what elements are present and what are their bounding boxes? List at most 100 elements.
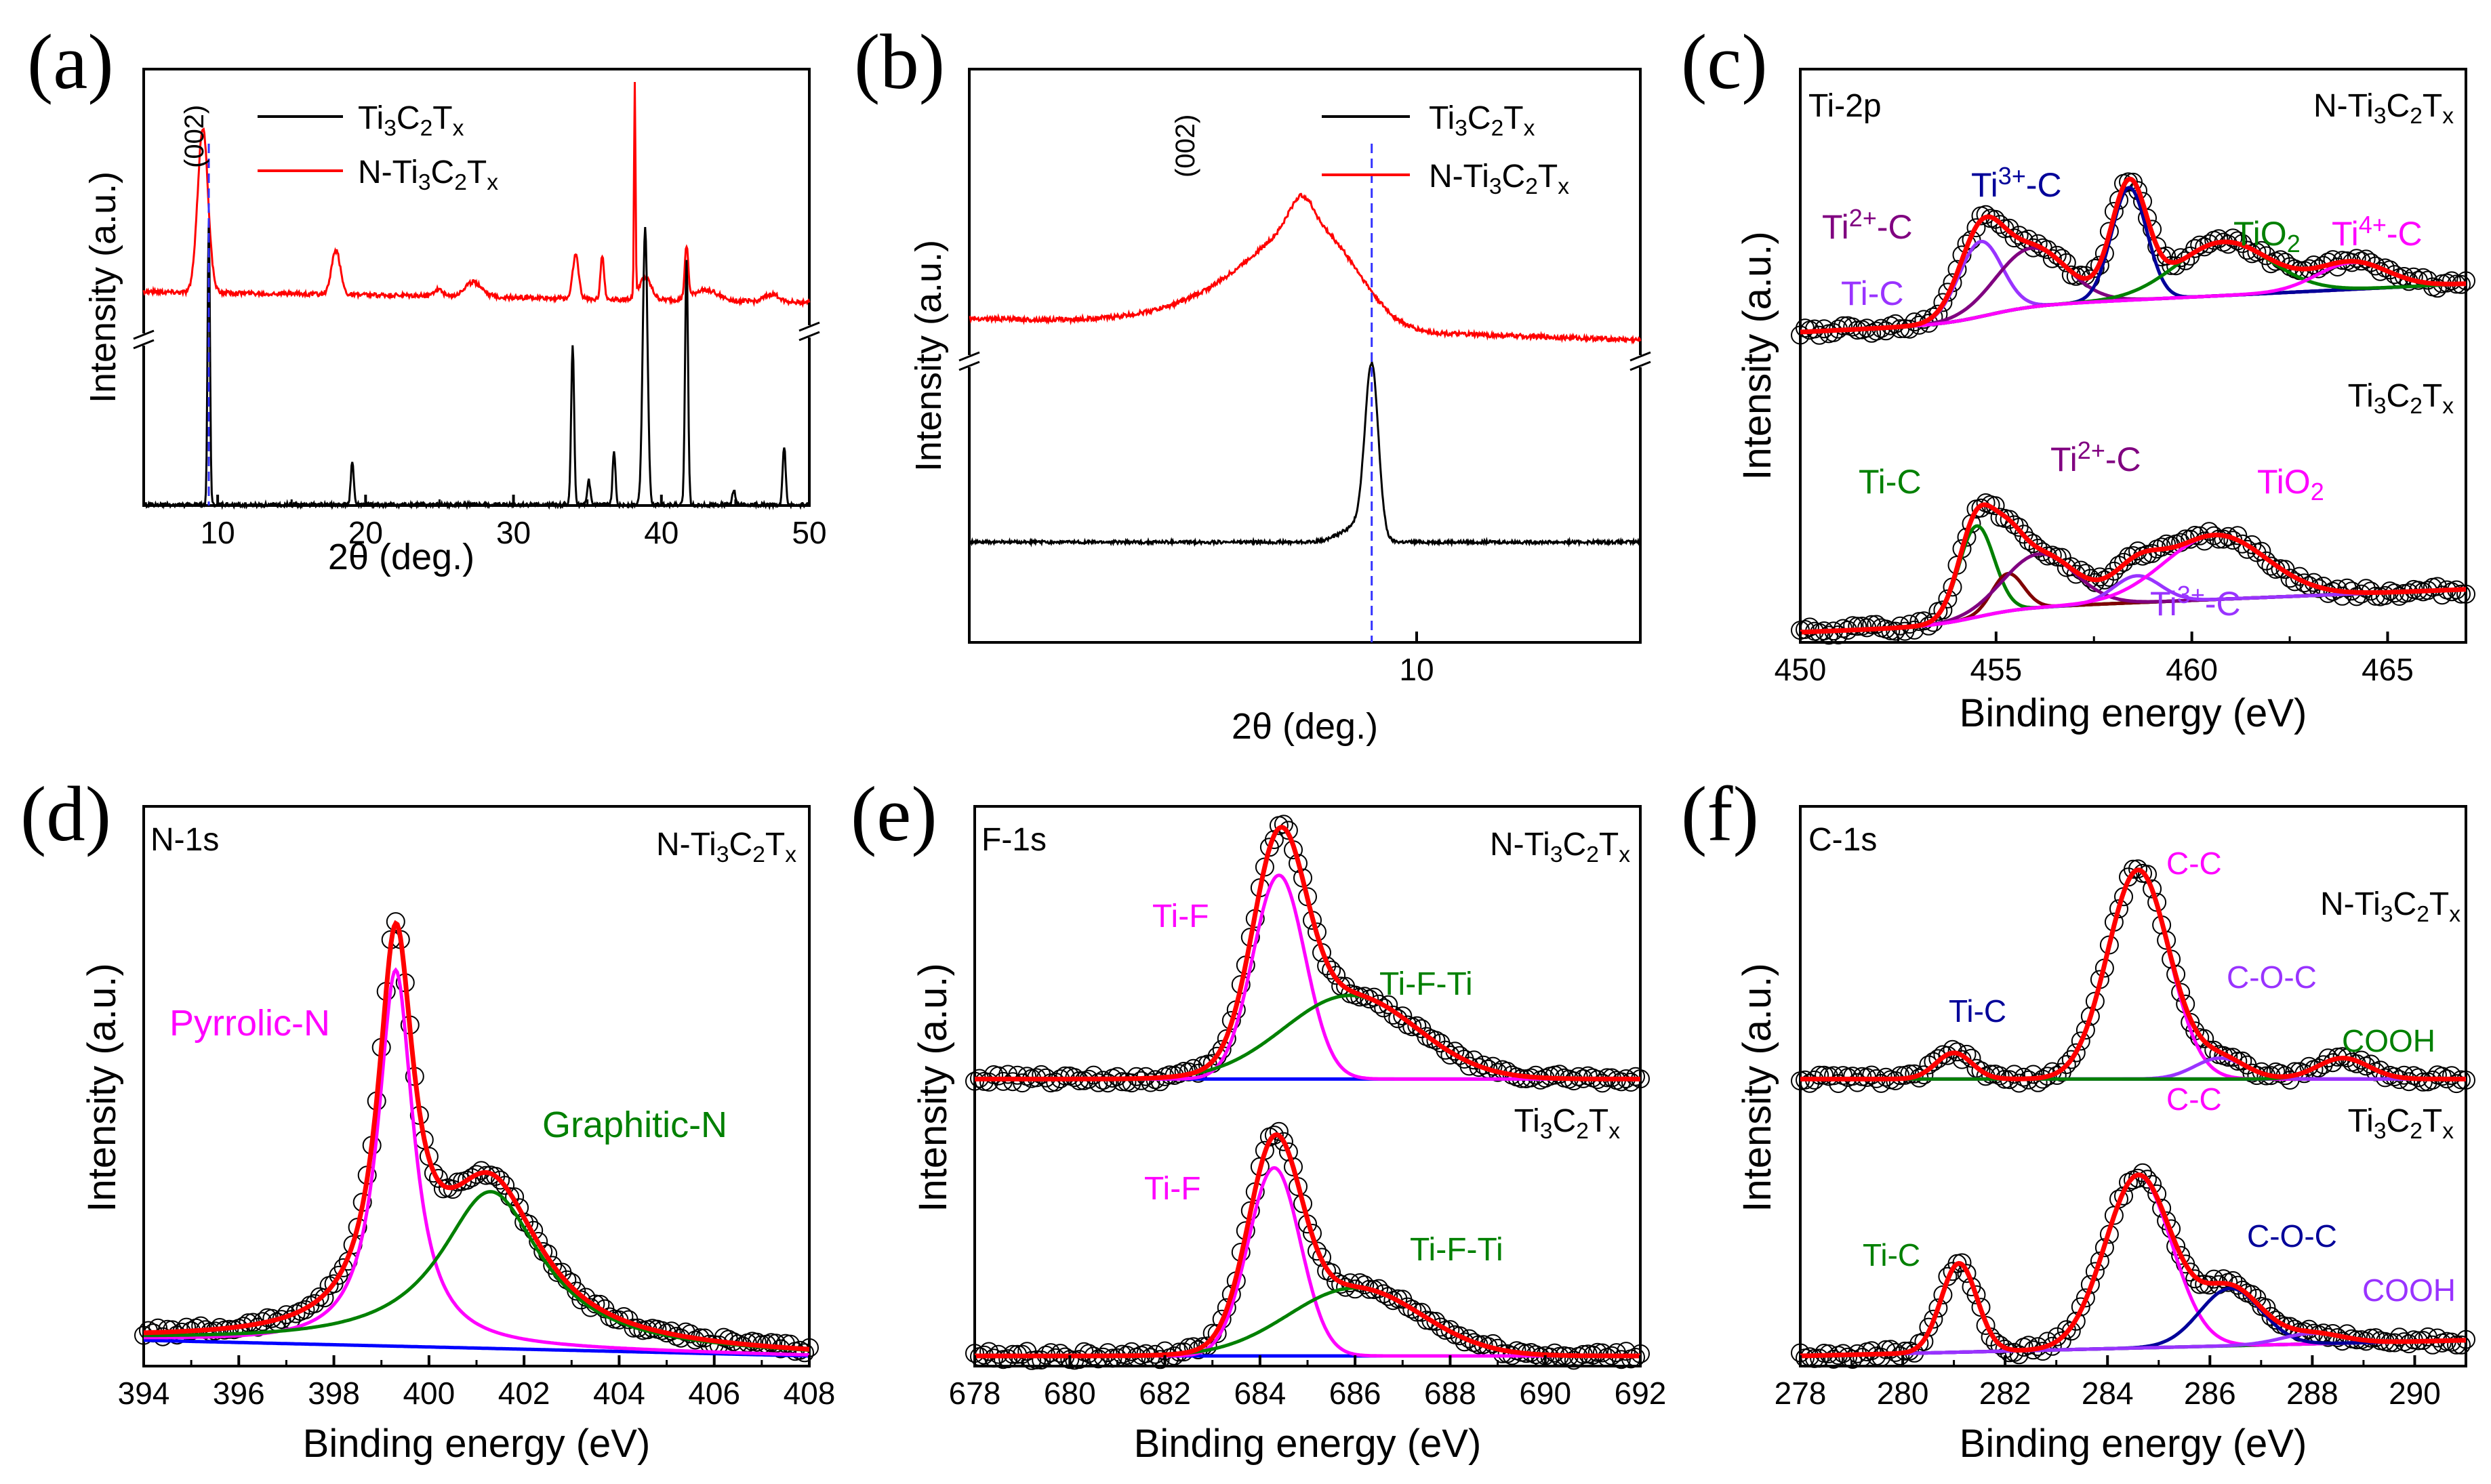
raw-data-point xyxy=(2066,1311,2086,1331)
x-tick-label: 686 xyxy=(1329,1376,1381,1411)
panel-c-comp-label: Ti4+-C xyxy=(2332,211,2423,253)
raw-data-point xyxy=(462,1168,481,1187)
raw-data-point xyxy=(2356,579,2376,598)
x-tick-label: 396 xyxy=(213,1376,265,1411)
panel-d-comp-label: Pyrrolic-N xyxy=(169,1003,330,1044)
raw-data-point xyxy=(766,1334,786,1353)
raw-data-point xyxy=(458,1170,477,1190)
x-tick-label: 30 xyxy=(496,515,531,550)
raw-data-point xyxy=(1834,316,1853,335)
raw-data-point xyxy=(2209,529,2229,549)
x-tick-label: 50 xyxy=(792,515,826,550)
raw-data-point xyxy=(2233,534,2252,554)
raw-data-point xyxy=(2128,859,2147,879)
panel-a-xrd: (a) 10 20 30 40 50 (002) Ti3C2Tx N-Ti3C2Tx 2… xyxy=(27,19,827,577)
raw-data-point xyxy=(1862,615,1882,634)
raw-data-point xyxy=(2075,1021,2095,1040)
x-tick-label: 20 xyxy=(348,515,383,550)
panel-e-label: (e) xyxy=(851,771,937,857)
panel-f-x-ticks: 278 280 282 284 286 288 290 xyxy=(1775,1355,2467,1411)
raw-data-point xyxy=(1141,1073,1160,1092)
raw-data-point xyxy=(1957,1264,1977,1283)
raw-data-point xyxy=(2009,1073,2029,1093)
raw-data-point xyxy=(2019,1336,2038,1355)
raw-data-point xyxy=(2075,1288,2095,1308)
panel-e-x-axis-label: Binding energy (eV) xyxy=(1134,1422,1482,1466)
raw-data-point xyxy=(1976,205,1996,224)
panel-c-label: (c) xyxy=(1681,19,1768,105)
raw-data-point xyxy=(2143,879,2162,899)
raw-data-point xyxy=(1981,1065,2000,1084)
x-tick-label: 10 xyxy=(201,515,235,550)
panel-f-comp-label: Ti-C xyxy=(1863,1237,1920,1273)
raw-data-point xyxy=(2399,1072,2418,1092)
raw-data-point xyxy=(1924,1309,1943,1329)
raw-data-point xyxy=(1112,1072,1132,1092)
raw-data-point xyxy=(1914,1332,1934,1351)
x-tick-label: 280 xyxy=(1877,1376,1929,1411)
panel-e-sample-label: Ti3C2Tx xyxy=(1514,1103,1621,1144)
raw-data-point xyxy=(2456,271,2475,291)
raw-data-point xyxy=(2133,1163,2152,1182)
legend-label-n-ti3c2tx: N-Ti3C2Tx xyxy=(358,154,498,195)
raw-data-point xyxy=(2366,1328,2385,1348)
panel-e-comp-label: Ti-F-Ti xyxy=(1379,966,1473,1002)
panel-d-sample-label-n: N-Ti3C2Tx xyxy=(656,827,796,867)
panel-e-comp-label: Ti-F xyxy=(1152,899,1209,934)
raw-data-point xyxy=(491,1170,510,1190)
x-tick-label: 400 xyxy=(403,1376,455,1411)
raw-data-point xyxy=(1848,617,1867,636)
raw-data-point xyxy=(2162,255,2181,275)
panel-b-y-axis-label: Intensity (a.u.) xyxy=(908,240,949,472)
raw-data-point xyxy=(1264,1126,1284,1145)
raw-data-point xyxy=(1990,215,2010,234)
raw-data-point xyxy=(1089,1073,1108,1092)
raw-data-point xyxy=(2452,1335,2471,1355)
raw-data-point xyxy=(1810,1348,1829,1368)
x-tick-label: 682 xyxy=(1139,1376,1191,1411)
raw-data-point xyxy=(1269,1121,1289,1141)
raw-data-point xyxy=(1098,1073,1118,1093)
panel-f-frame xyxy=(1799,805,2467,1367)
raw-data-point xyxy=(315,1288,334,1308)
x-tick-label: 40 xyxy=(644,515,679,550)
raw-data-point xyxy=(424,1163,443,1183)
raw-data-point xyxy=(1322,1263,1341,1283)
legend-label-ti3c2tx: Ti3C2Tx xyxy=(358,100,464,141)
raw-data-point xyxy=(1824,1349,1844,1369)
panel-d-y-axis-label: Intensity (a.u.) xyxy=(80,963,124,1212)
panel-f-sample-label: Ti3C2Tx xyxy=(2348,1103,2454,1144)
panel-c-comp-label: Ti-C xyxy=(1841,274,1904,312)
raw-data-point xyxy=(1805,1348,1824,1368)
raw-data-point xyxy=(2047,245,2067,265)
raw-data-point xyxy=(2356,249,2376,269)
panel-f-label: (f) xyxy=(1681,771,1759,857)
raw-data-point xyxy=(296,1300,315,1319)
raw-data-point xyxy=(2047,548,2067,566)
x-tick-label: 406 xyxy=(688,1376,740,1411)
raw-data-point xyxy=(2042,249,2062,268)
panel-c-x-axis-label: Binding energy (eV) xyxy=(1960,691,2307,735)
raw-data-point xyxy=(1017,1067,1037,1086)
raw-data-point xyxy=(1436,1040,1455,1060)
x-tick-label: 680 xyxy=(1044,1376,1096,1411)
envelope-fit-line xyxy=(975,825,1640,1081)
series-line-n-ti3c2tx xyxy=(142,81,811,308)
x-tick-label: 690 xyxy=(1519,1376,1571,1411)
envelope-fit-line xyxy=(975,1132,1640,1359)
panel-d-plot-area xyxy=(134,912,819,1363)
raw-data-point xyxy=(1928,1298,1948,1318)
raw-data-point xyxy=(2138,1170,2157,1189)
raw-data-point xyxy=(1374,1284,1394,1304)
raw-data-point xyxy=(1464,1333,1484,1353)
panel-d-label: (d) xyxy=(20,771,111,857)
panel-e-y-axis-label: Intensity (a.u.) xyxy=(911,963,955,1212)
raw-data-point xyxy=(472,1161,491,1180)
raw-data-point xyxy=(1621,1073,1640,1092)
panel-c-comp-label: TiO2 xyxy=(2233,215,2301,257)
panel-a-y-axis-label: Intensity (a.u.) xyxy=(83,171,123,403)
raw-data-point xyxy=(428,1169,448,1188)
raw-data-point xyxy=(2057,253,2076,272)
x-tick-label: 278 xyxy=(1775,1376,1827,1411)
